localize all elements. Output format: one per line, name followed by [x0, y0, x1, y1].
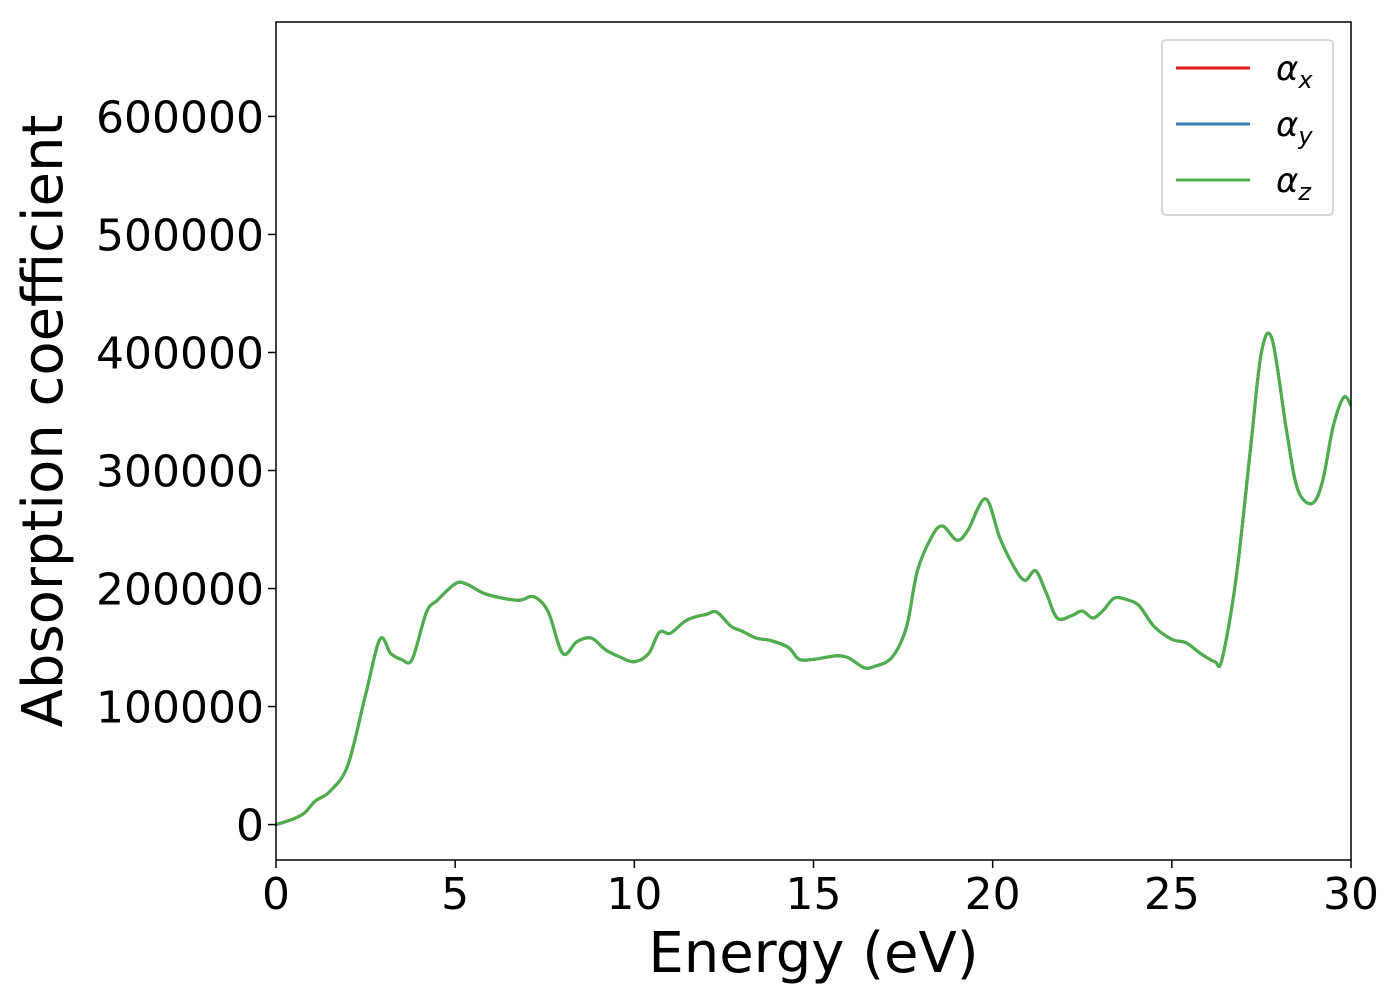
y-tick-label: 400000 — [96, 328, 264, 379]
series-line-z — [275, 331, 1353, 827]
x-tick-label: 15 — [786, 869, 842, 920]
x-tick-label: 0 — [262, 869, 290, 920]
x-axis-title: Energy (eV) — [648, 921, 978, 986]
y-axis-title: Absorption coefficient — [11, 115, 76, 728]
series-line-x — [275, 331, 1353, 827]
legend-label-z: αz — [1276, 161, 1312, 206]
legend-label-y: αy — [1276, 105, 1313, 150]
y-axis-ticks: 0 100000 200000 300000 400000 500000 600000 — [96, 92, 276, 852]
x-tick-label: 30 — [1323, 869, 1379, 920]
x-tick-label: 20 — [965, 869, 1021, 920]
y-tick-label: 300000 — [96, 447, 264, 498]
x-tick-label: 25 — [1144, 869, 1200, 920]
legend: αx αy αz — [1161, 39, 1334, 216]
y-tick-label: 0 — [236, 801, 264, 852]
x-axis-ticks: 0 5 10 15 20 25 30 — [262, 860, 1379, 920]
y-tick-label: 200000 — [96, 565, 264, 616]
series-layer — [275, 331, 1353, 827]
y-tick-label: 500000 — [96, 210, 264, 261]
x-tick-label: 10 — [606, 869, 662, 920]
y-tick-label: 100000 — [96, 683, 264, 734]
series-line-y — [275, 331, 1353, 827]
legend-label-x: αx — [1276, 49, 1313, 94]
y-tick-label: 600000 — [96, 92, 264, 143]
x-tick-label: 5 — [441, 869, 469, 920]
legend-box — [1161, 39, 1334, 216]
